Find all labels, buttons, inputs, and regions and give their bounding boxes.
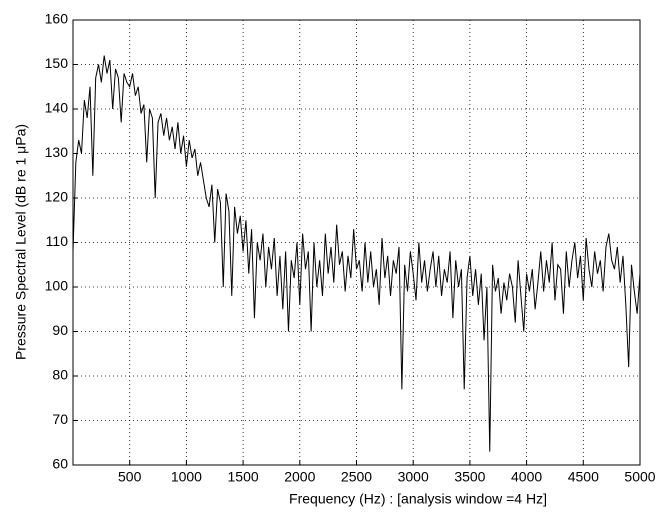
y-tick-label: 90 [52, 322, 68, 338]
y-tick-label: 120 [45, 189, 69, 205]
plot-frame [72, 19, 641, 466]
y-tick-label: 60 [52, 456, 68, 472]
y-tick-label: 80 [52, 367, 68, 383]
x-tick-label: 2500 [341, 469, 372, 485]
x-tick-label: 3000 [398, 469, 429, 485]
y-tick-label: 140 [45, 100, 69, 116]
x-tick-label: 500 [118, 469, 142, 485]
x-tick-label: 1000 [171, 469, 202, 485]
x-tick-label: 2000 [284, 469, 315, 485]
x-axis-label: Frequency (Hz) : [analysis window =4 Hz] [289, 491, 547, 507]
x-tick-label: 4500 [568, 469, 599, 485]
y-tick-label: 160 [45, 11, 69, 27]
x-tick-label: 1500 [228, 469, 259, 485]
y-tick-label: 70 [52, 411, 68, 427]
x-tick-label: 5000 [624, 469, 655, 485]
y-tick-label: 130 [45, 144, 69, 160]
y-tick-label: 100 [45, 278, 69, 294]
x-tick-label: 3500 [454, 469, 485, 485]
y-tick-label: 110 [46, 233, 69, 249]
x-tick-label: 4000 [511, 469, 542, 485]
spectrum-line [72, 55, 641, 452]
y-tick-label: 150 [45, 55, 69, 71]
y-axis-label: Pressure Spectral Level (dB re 1 μPa) [13, 124, 29, 360]
